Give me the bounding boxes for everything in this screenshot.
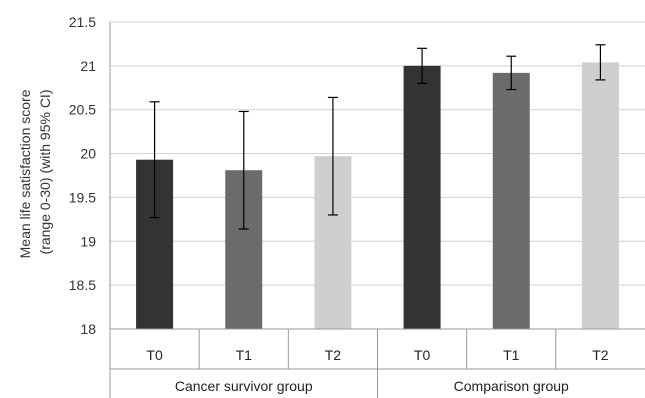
x-group-labels: Cancer survivor group Comparison group [175,378,569,394]
bars [136,62,619,330]
y-tick-label: 20 [80,146,96,162]
y-tick-labels: 18 18.5 19 19.5 20 20.5 21 21.5 [69,14,96,337]
x-group-label: Comparison group [454,378,569,394]
x-category-label: T2 [325,347,342,363]
bar-comparison-group-t1 [492,72,530,330]
y-axis-label-line-2: (range 0-30) (with 95% CI) [37,90,53,255]
y-axis-label-line-1: Mean life satisfaction score [17,89,33,258]
x-group-label: Cancer survivor group [175,378,313,394]
y-tick-label: 21.5 [69,14,96,30]
y-tick-label: 18.5 [69,277,96,293]
y-tick-label: 20.5 [69,102,96,118]
y-tick-label: 19 [80,233,96,249]
bar-comparison-group-t0 [403,65,441,329]
x-category-label: T1 [236,347,253,363]
bar-comparison-group-t2 [581,62,619,329]
x-category-label: T0 [414,347,431,363]
x-category-label: T2 [592,347,609,363]
error-bars [149,44,606,230]
gridlines [110,21,645,286]
y-tick-label: 19.5 [69,189,96,205]
axes [109,22,645,398]
x-category-label: T1 [503,347,520,363]
y-tick-label: 18 [80,321,96,337]
y-axis-label: Mean life satisfaction score (range 0-30… [17,86,53,259]
x-category-labels: T0 T1 T2 T0 T1 T2 [146,347,608,363]
y-tick-label: 21 [80,58,96,74]
x-category-label: T0 [146,347,163,363]
